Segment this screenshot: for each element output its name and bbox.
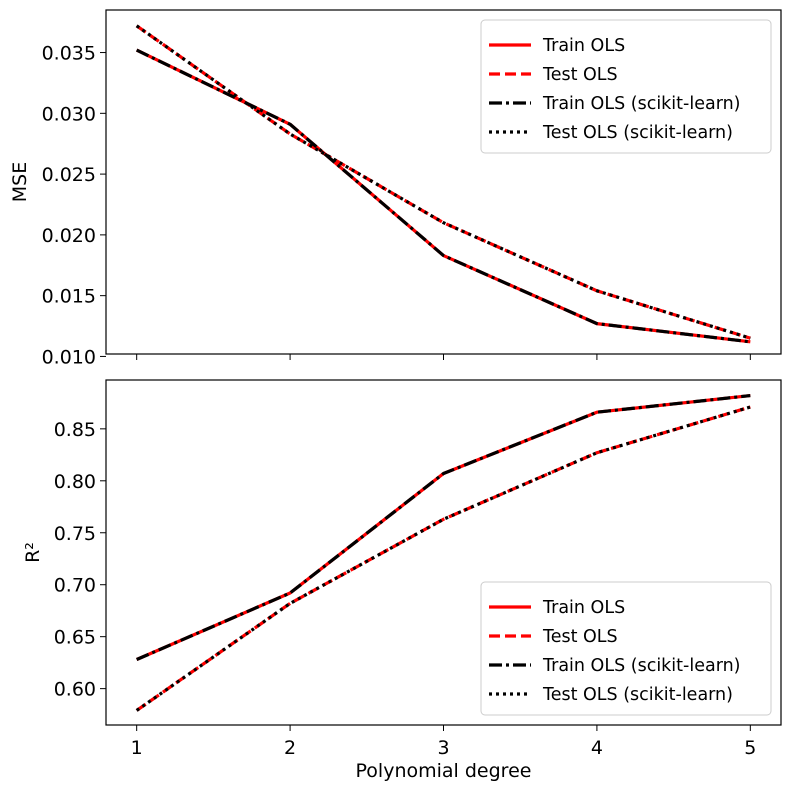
legend: Train OLS Test OLS Train OLS (scikit-learn… [480,19,772,154]
x-tick-label: 5 [744,737,756,759]
series-line [135,24,751,340]
y-tick-label: 0.025 [42,164,96,186]
y-tick-label: 0.75 [54,523,96,545]
legend-label: Train OLS (scikit-learn) [542,656,741,676]
y-tick-label: 0.015 [42,286,96,308]
plot-frame [105,9,782,355]
x-tick-label: 2 [284,737,296,759]
y-tick-label: 0.85 [54,419,96,441]
legend-box [480,581,772,716]
y-axis-label: R² [22,542,44,563]
panel-1: 0.010 0.015 0.020 0.025 0.030 0.035 MSE Train O… [9,9,782,368]
y-tick-label: 0.030 [42,103,96,125]
y-tick-label: 0.020 [42,225,96,247]
series-line [135,24,751,340]
x-tick-label: 3 [437,737,449,759]
series-line [136,393,751,661]
y-axis-label: MSE [9,162,31,202]
y-tick-label: 0.035 [42,43,96,65]
y-tick-label: 0.80 [54,471,96,493]
legend-label: Test OLS [542,627,618,647]
legend-label: Train OLS [542,36,625,56]
legend-label: Test OLS (scikit-learn) [542,123,733,143]
y-tick-label: 0.65 [54,627,96,649]
x-tick-label: 4 [591,737,603,759]
series-line [135,405,751,712]
legend-box [480,19,772,154]
legend-label: Test OLS [542,65,618,85]
legend: Train OLS Test OLS Train OLS (scikit-learn… [480,581,772,716]
y-tick-label: 0.60 [54,679,96,701]
legend-label: Train OLS (scikit-learn) [542,94,741,114]
plot-frame [105,379,782,726]
legend-label: Train OLS [542,598,625,618]
y-tick-label: 0.010 [42,346,96,368]
panel-2: 0.60 0.65 0.70 0.75 0.80 0.85 1 2 3 4 5 R² Polynomia… [22,379,782,782]
y-tick-label: 0.70 [54,575,96,597]
x-tick-label: 1 [131,737,143,759]
legend-label: Test OLS (scikit-learn) [542,685,733,705]
x-axis-label: Polynomial degree [356,760,532,782]
